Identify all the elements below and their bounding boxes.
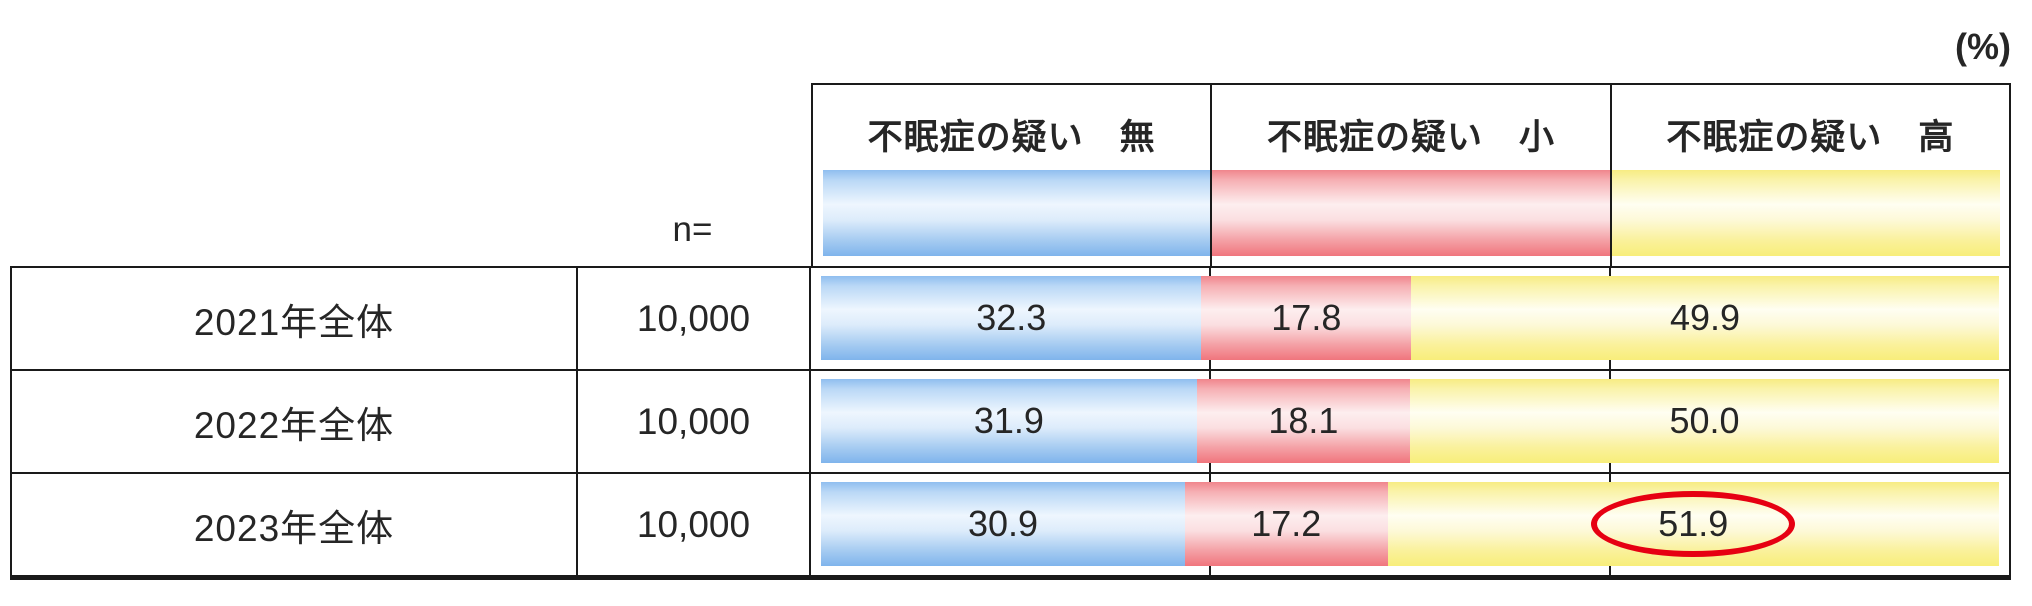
- table-row-2022: 2022年全体 10,000 31.9 18.1 50.0: [12, 369, 2009, 472]
- column-title: 不眠症の疑い 小: [1266, 118, 1555, 157]
- table-row-2021: 2021年全体 10,000 32.3 17.8 49.9: [12, 268, 2009, 369]
- column-header-low: 不眠症の疑い 小: [1210, 85, 1610, 266]
- bar-value: 51.9: [1658, 503, 1729, 544]
- unit-label: (%): [1955, 26, 2011, 67]
- row-plot-area: 31.9 18.1 50.0: [811, 371, 2009, 472]
- stacked-bar: 30.9 17.2 51.9: [821, 482, 1999, 566]
- n-equals-label: n=: [672, 210, 713, 249]
- row-n-value: 10,000: [576, 268, 811, 369]
- legend-swatch-yellow: [1611, 170, 2000, 256]
- row-label: 2022年全体: [193, 404, 395, 446]
- row-n-value: 10,000: [576, 474, 811, 575]
- row-label: 2021年全体: [193, 301, 395, 343]
- bar-segment-high: 50.0: [1409, 379, 1999, 463]
- column-header-none: 不眠症の疑い 無: [813, 85, 1211, 266]
- row-plot-area: 32.3 17.8 49.9: [811, 268, 2009, 369]
- legend-swatch-pink: [1212, 170, 1610, 256]
- bar-value: 31.9: [973, 400, 1044, 441]
- bar-segment-low: 17.8: [1201, 276, 1412, 360]
- column-header-high: 不眠症の疑い 高: [1609, 85, 2009, 266]
- column-title: 不眠症の疑い 高: [1666, 118, 1955, 157]
- stacked-bar: 32.3 17.8 49.9: [821, 276, 1999, 360]
- bar-segment-low: 18.1: [1196, 379, 1410, 463]
- bar-value: 32.3: [976, 297, 1047, 338]
- bar-segment-low: 17.2: [1185, 482, 1388, 566]
- bar-value: 50.0: [1669, 400, 1740, 441]
- table-row-2023: 2023年全体 10,000 30.9 17.2 51.9: [12, 472, 2009, 575]
- data-table: 2021年全体 10,000 32.3 17.8 49.9 2022年全体 10…: [10, 266, 2011, 580]
- bar-segment-none: 31.9: [821, 379, 1197, 463]
- bar-value: 18.1: [1268, 400, 1339, 441]
- column-title: 不眠症の疑い 無: [867, 118, 1156, 157]
- stacked-bar: 31.9 18.1 50.0: [821, 379, 1999, 463]
- row-label: 2023年全体: [193, 507, 395, 549]
- bar-value: 30.9: [967, 503, 1039, 544]
- column-header-box: 不眠症の疑い 無 不眠症の疑い 小 不眠症の疑い 高: [811, 83, 2011, 268]
- bar-value: 17.2: [1251, 503, 1322, 544]
- bar-value: 17.8: [1271, 297, 1342, 338]
- bar-segment-none: 32.3: [821, 276, 1202, 360]
- legend-swatch-blue: [823, 170, 1211, 256]
- bar-segment-high: 51.9: [1387, 482, 1999, 566]
- bar-value: 49.9: [1670, 297, 1741, 338]
- bar-segment-none: 30.9: [821, 482, 1185, 566]
- row-n-value: 10,000: [576, 371, 811, 472]
- bar-segment-high: 49.9: [1411, 276, 1999, 360]
- row-plot-area: 30.9 17.2 51.9: [811, 474, 2009, 575]
